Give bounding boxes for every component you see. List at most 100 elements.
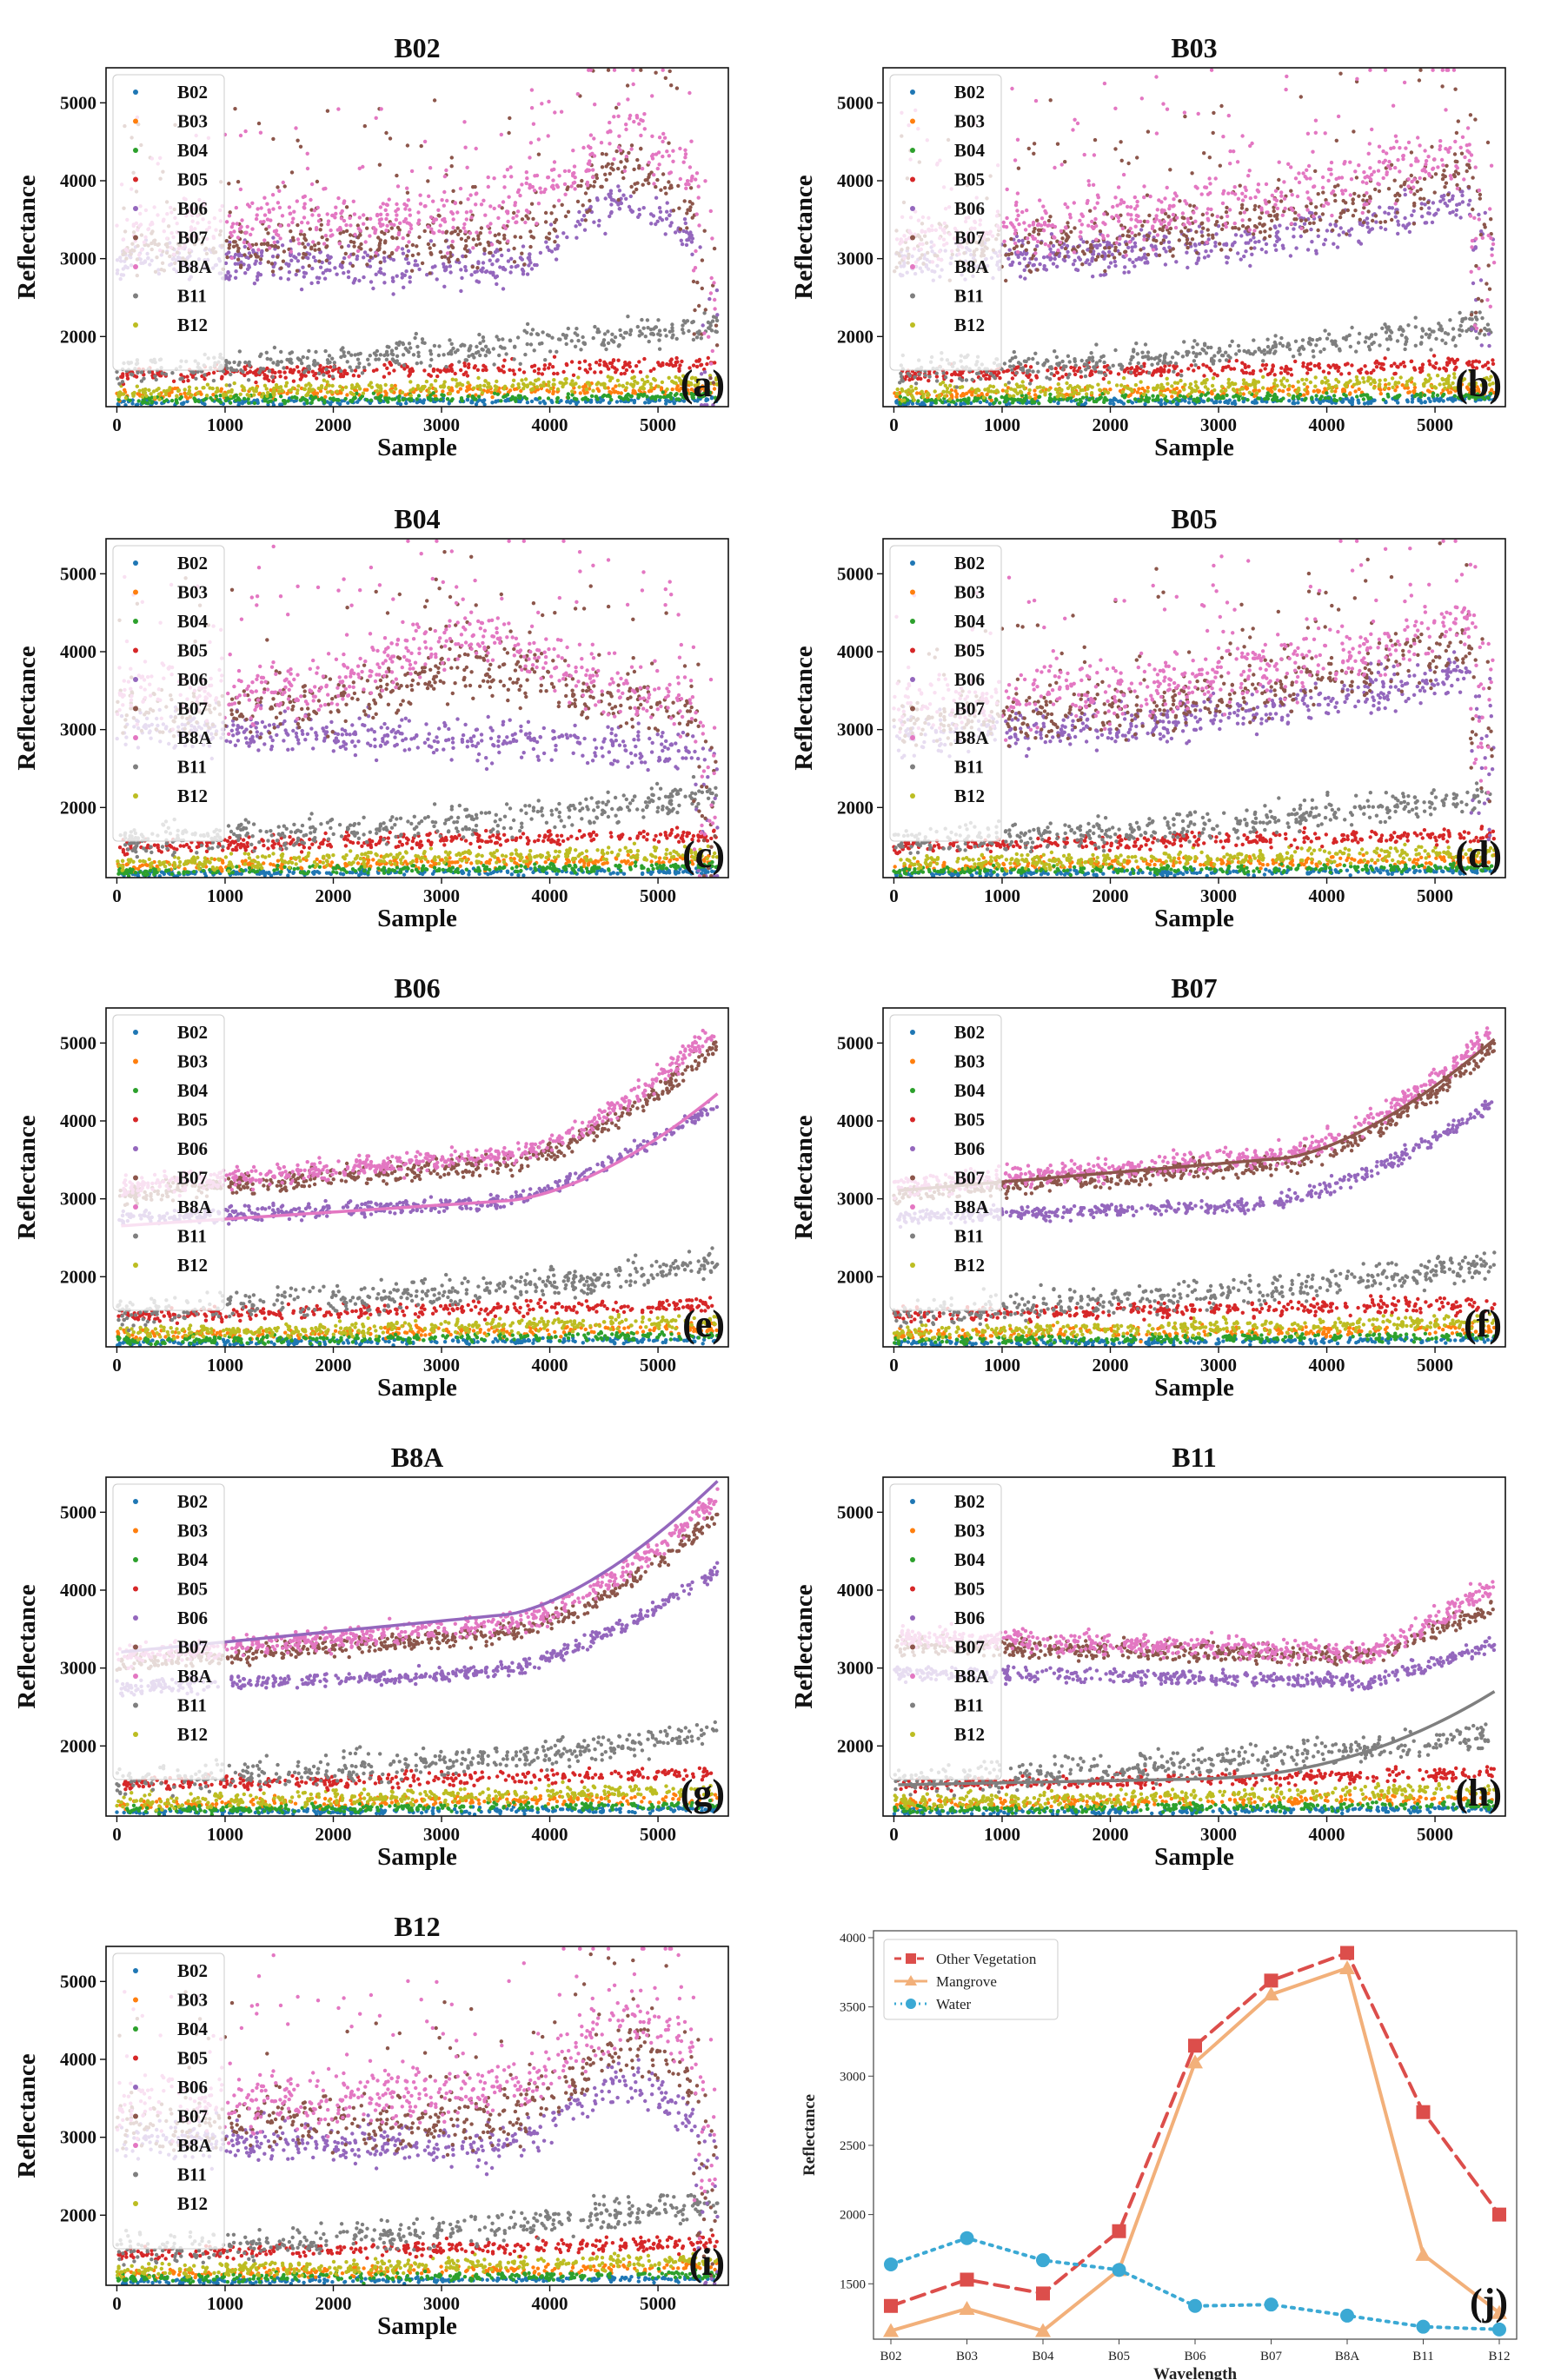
point-B8A: [297, 242, 302, 246]
point-B8A: [352, 212, 357, 216]
point-B04: [1061, 397, 1066, 401]
point-B04: [116, 397, 121, 401]
point-B8A: [302, 206, 307, 210]
point-B02: [482, 402, 487, 407]
point-B11: [481, 348, 485, 352]
point-B8A: [395, 245, 401, 250]
point-B06: [544, 240, 548, 244]
point-B12: [1442, 382, 1446, 387]
point-B04: [349, 399, 353, 403]
point-B8A: [694, 249, 698, 254]
point-B06: [276, 240, 280, 244]
point-B05: [1135, 365, 1139, 369]
point-B12: [272, 393, 276, 398]
point-B06: [508, 270, 513, 275]
point-B03: [1312, 389, 1317, 394]
point-B04: [1467, 396, 1471, 401]
point-B12: [555, 387, 561, 392]
point-B06: [655, 219, 660, 223]
point-B04: [1183, 395, 1187, 400]
point-B04: [392, 397, 397, 401]
point-B8A: [417, 218, 422, 222]
point-B8A: [689, 178, 694, 183]
point-B11: [1438, 324, 1443, 328]
point-B02: [632, 398, 637, 403]
legend-box: [112, 74, 225, 371]
point-B06: [233, 262, 237, 266]
point-B8A: [571, 149, 575, 153]
point-B07: [389, 226, 394, 230]
point-B07: [528, 229, 533, 234]
point-B04: [247, 401, 251, 405]
point-B12: [912, 398, 917, 402]
point-B8A: [468, 209, 473, 214]
point-B07: [369, 248, 373, 252]
point-B02: [1108, 401, 1113, 406]
point-B8A: [468, 193, 473, 197]
point-B8A: [710, 236, 714, 241]
point-B11: [468, 347, 472, 351]
point-B06: [299, 287, 304, 292]
point-B06: [346, 275, 351, 280]
point-B11: [376, 357, 382, 361]
point-B8A: [428, 215, 434, 220]
point-B02: [959, 401, 963, 406]
point-B02: [1111, 398, 1115, 403]
point-B11: [543, 358, 548, 362]
point-B03: [1333, 389, 1338, 394]
point-B12: [1152, 386, 1156, 390]
point-B06: [592, 220, 596, 224]
point-B06: [362, 255, 366, 260]
point-B05: [953, 371, 958, 376]
point-B8A: [378, 212, 383, 216]
point-B8A: [515, 214, 519, 218]
point-B8A: [268, 246, 272, 250]
point-B06: [278, 276, 283, 281]
point-B07: [619, 160, 623, 164]
point-B07: [528, 244, 533, 249]
y-axis-label: Reflectance: [13, 175, 41, 299]
point-B8A: [634, 116, 640, 120]
point-B8A: [575, 92, 580, 96]
point-B11: [224, 359, 229, 363]
point-B07: [459, 236, 464, 242]
point-B12: [210, 386, 215, 391]
point-B8A: [687, 90, 692, 96]
point-B06: [657, 206, 662, 210]
point-B8A: [694, 171, 700, 176]
point-B8A: [496, 215, 501, 221]
point-B8A: [681, 160, 686, 164]
point-B06: [348, 262, 353, 266]
point-B05: [1374, 359, 1379, 363]
point-B04: [658, 394, 663, 400]
point-B05: [588, 362, 592, 368]
point-B04: [1314, 394, 1318, 398]
point-B8A: [408, 226, 414, 231]
point-B07: [711, 381, 715, 385]
point-B03: [1400, 383, 1405, 388]
point-B12: [1412, 382, 1417, 387]
point-B12: [680, 381, 684, 386]
point-B02: [1265, 400, 1269, 404]
point-B8A: [528, 141, 534, 145]
point-B8A: [502, 175, 507, 179]
point-B04: [625, 396, 629, 401]
point-B05: [1369, 370, 1373, 375]
point-B04: [355, 391, 359, 395]
point-B02: [490, 401, 495, 405]
point-B8A: [661, 131, 666, 136]
point-B05: [481, 368, 485, 373]
point-B8A: [652, 173, 656, 177]
point-B12: [1211, 376, 1216, 381]
point-B03: [1178, 389, 1182, 394]
point-B02: [929, 401, 933, 406]
point-B12: [1141, 392, 1146, 396]
point-B11: [203, 373, 207, 377]
point-B11: [628, 328, 633, 334]
point-B12: [667, 375, 671, 380]
point-B11: [401, 353, 406, 357]
point-B04: [1206, 397, 1211, 401]
point-B05: [1401, 360, 1406, 365]
point-B06: [680, 242, 685, 247]
point-B04: [1133, 397, 1138, 401]
